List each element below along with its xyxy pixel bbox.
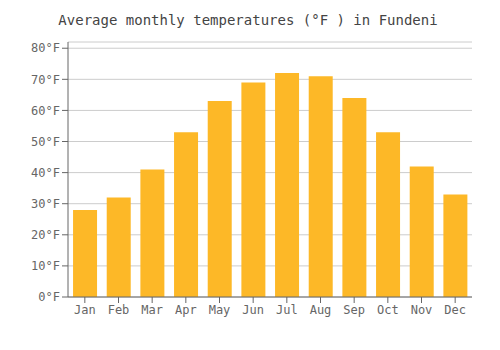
svg-text:20°F: 20°F (31, 228, 60, 242)
svg-text:40°F: 40°F (31, 166, 60, 180)
svg-text:Apr: Apr (175, 303, 197, 317)
html-text:Average monthly temperatures (: Average monthly temperatures (°F ) in Fu… (58, 12, 438, 28)
svg-text:Oct: Oct (377, 303, 399, 317)
svg-text:Mar: Mar (141, 303, 163, 317)
svg-text:Nov: Nov (411, 303, 433, 317)
svg-text:Sep: Sep (343, 303, 365, 317)
svg-text:Jan: Jan (74, 303, 96, 317)
svg-text:80°F: 80°F (31, 41, 60, 55)
svg-text:Feb: Feb (108, 303, 130, 317)
svg-text:60°F: 60°F (31, 104, 60, 118)
svg-text:Dec: Dec (444, 303, 466, 317)
svg-text:0°F: 0°F (38, 290, 60, 304)
svg-text:Jul: Jul (276, 303, 298, 317)
svg-text:Jun: Jun (242, 303, 264, 317)
svg-text:50°F: 50°F (31, 135, 60, 149)
svg-text:May: May (209, 303, 231, 317)
svg-text:70°F: 70°F (31, 73, 60, 87)
svg-text:10°F: 10°F (31, 259, 60, 273)
svg-text:Aug: Aug (310, 303, 332, 317)
svg-text:30°F: 30°F (31, 197, 60, 211)
